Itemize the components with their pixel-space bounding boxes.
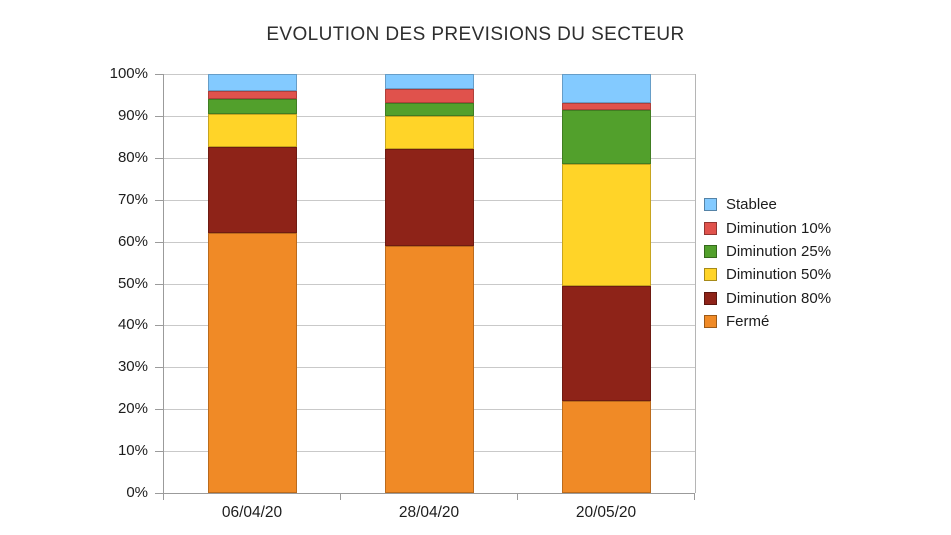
- bar-segment-diminution-50-: [562, 164, 651, 286]
- legend-item: Fermé: [704, 310, 831, 333]
- y-axis-label: 70%: [117, 191, 148, 208]
- legend: Stablee Diminution 10% Diminution 25% Dimin…: [704, 193, 831, 333]
- legend-swatch: [704, 221, 717, 235]
- legend-label: Diminution 25%: [726, 242, 832, 260]
- legend-label: Diminution 10%: [726, 219, 832, 237]
- y-axis-tick: [155, 74, 163, 75]
- x-axis-tick: [694, 493, 695, 500]
- x-axis-label: 20/05/20: [575, 504, 637, 521]
- y-axis-tick: [155, 367, 163, 368]
- gridline: [164, 493, 695, 494]
- bar-segment-diminution-10-: [562, 103, 651, 110]
- y-axis-tick: [155, 409, 163, 410]
- legend-swatch: [704, 315, 717, 329]
- x-axis-label: 06/04/20: [221, 504, 283, 521]
- bar-segment-diminution-80-: [208, 147, 297, 234]
- y-axis-label: 0%: [126, 484, 148, 501]
- y-axis-label: 80%: [117, 149, 148, 166]
- y-axis-tick: [155, 158, 163, 159]
- legend-swatch: [704, 268, 717, 282]
- x-axis-label: 28/04/20: [398, 504, 460, 521]
- x-axis-tick: [340, 493, 341, 500]
- legend-swatch: [704, 291, 717, 305]
- y-axis-label: 50%: [117, 275, 148, 292]
- y-axis-label: 100%: [109, 65, 148, 82]
- y-axis-tick: [155, 284, 163, 285]
- y-axis-label: 90%: [117, 107, 148, 124]
- legend-swatch: [704, 198, 717, 212]
- bar-segment-diminution-10-: [208, 90, 297, 100]
- plot-area: [163, 74, 696, 494]
- y-axis-label: 60%: [117, 233, 148, 250]
- bar-segment-diminution-10-: [385, 88, 474, 104]
- bar-segment-diminution-80-: [385, 149, 474, 246]
- y-axis-tick: [155, 493, 163, 494]
- y-axis-tick: [155, 325, 163, 326]
- bar-segment-stablee: [562, 74, 651, 104]
- bar-segment-diminution-80-: [562, 285, 651, 401]
- x-axis-tick: [517, 493, 518, 500]
- legend-item: Stablee: [704, 193, 831, 216]
- bar-segment-diminution-25-: [208, 99, 297, 114]
- y-axis-tick: [155, 451, 163, 452]
- y-axis-tick: [155, 242, 163, 243]
- bar-segment-diminution-50-: [208, 113, 297, 148]
- bar-segment-ferm-: [208, 233, 297, 493]
- y-axis-label: 40%: [117, 316, 148, 333]
- bar-segment-ferm-: [562, 400, 651, 493]
- x-axis-tick: [163, 493, 164, 500]
- legend-item: Diminution 80%: [704, 287, 831, 310]
- y-axis-label: 30%: [117, 358, 148, 375]
- bar-segment-diminution-25-: [385, 103, 474, 116]
- legend-item: Diminution 25%: [704, 240, 831, 263]
- legend-label: Stablee: [726, 196, 777, 214]
- bar-segment-ferm-: [385, 245, 474, 493]
- y-axis-label: 20%: [117, 400, 148, 417]
- legend-swatch: [704, 244, 717, 258]
- chart-title: EVOLUTION DES PREVISIONS DU SECTEUR: [266, 24, 685, 45]
- y-axis-tick: [155, 200, 163, 201]
- bar-segment-diminution-50-: [385, 115, 474, 150]
- legend-item: Diminution 10%: [704, 216, 831, 239]
- bar-segment-stablee: [385, 74, 474, 89]
- legend-label: Diminution 50%: [726, 266, 832, 284]
- bar-segment-diminution-25-: [562, 109, 651, 165]
- legend-label: Diminution 80%: [726, 289, 832, 307]
- y-axis-label: 10%: [117, 442, 148, 459]
- bar-segment-stablee: [208, 74, 297, 91]
- y-axis-tick: [155, 116, 163, 117]
- legend-item: Diminution 50%: [704, 263, 831, 286]
- legend-label: Fermé: [726, 313, 770, 331]
